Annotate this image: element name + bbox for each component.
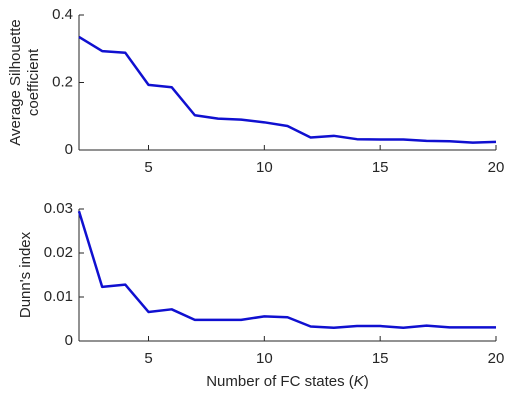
x-tick-label: 15	[372, 159, 389, 176]
y-tick-label: 0.4	[52, 6, 73, 23]
series-line	[78, 35, 497, 144]
y-tick-label: 0.03	[44, 200, 73, 217]
y-tick-label: 0	[65, 332, 73, 349]
x-tick-label: 10	[256, 350, 273, 367]
x-tick-label: 20	[488, 159, 505, 176]
y-axis-label: Average Silhouette	[7, 19, 24, 145]
x-axis-label: Number of FC states (K)	[206, 373, 369, 390]
x-tick-label: 15	[372, 350, 389, 367]
y-axis-label: coefficient	[25, 48, 42, 116]
y-tick-label: 0.01	[44, 288, 73, 305]
y-tick-label: 0.02	[44, 244, 73, 261]
x-tick-label: 5	[144, 350, 152, 367]
x-tick-label: 10	[256, 159, 273, 176]
x-axis-label-part: Number of FC states (	[206, 373, 354, 390]
y-axis-label: Dunn's index	[17, 231, 34, 318]
x-axis-label-part: )	[364, 373, 369, 390]
x-axis-label-part: K	[354, 373, 365, 390]
y-tick-label: 0	[65, 141, 73, 158]
series-line	[77, 210, 496, 330]
x-tick-label: 20	[488, 350, 505, 367]
y-tick-label: 0.2	[52, 73, 73, 90]
x-tick-label: 5	[144, 159, 152, 176]
